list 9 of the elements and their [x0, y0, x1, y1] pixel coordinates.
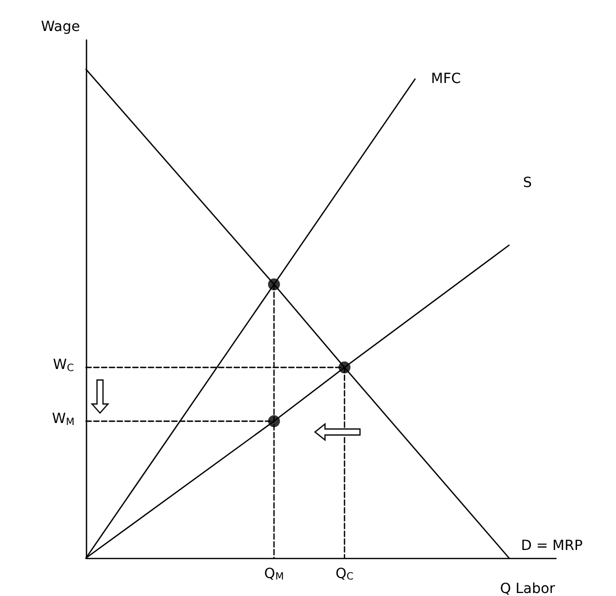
x-axis-title: Q Labor [500, 581, 556, 596]
x-tick-label: QC [335, 566, 354, 582]
series-label: MFC [431, 71, 462, 88]
text: W$_{M}$ [52, 411, 74, 430]
y-axis-title: Wage [40, 19, 80, 35]
text: W$_{C}$ [53, 357, 74, 376]
x-tick-label: QM [264, 566, 284, 582]
series-label: D = MRP [521, 538, 583, 554]
text: S [523, 175, 532, 192]
